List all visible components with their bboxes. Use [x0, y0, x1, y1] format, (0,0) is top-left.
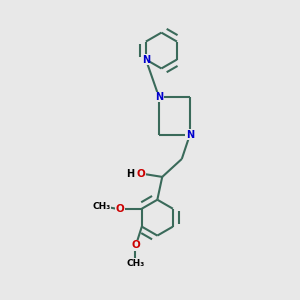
Text: N: N: [186, 130, 194, 140]
Text: H: H: [127, 169, 135, 178]
Text: O: O: [132, 240, 140, 250]
Text: O: O: [116, 204, 124, 214]
Text: O: O: [136, 169, 145, 178]
Text: N: N: [142, 55, 150, 64]
Text: CH₃: CH₃: [93, 202, 111, 211]
Text: N: N: [155, 92, 163, 102]
Text: CH₃: CH₃: [126, 259, 144, 268]
